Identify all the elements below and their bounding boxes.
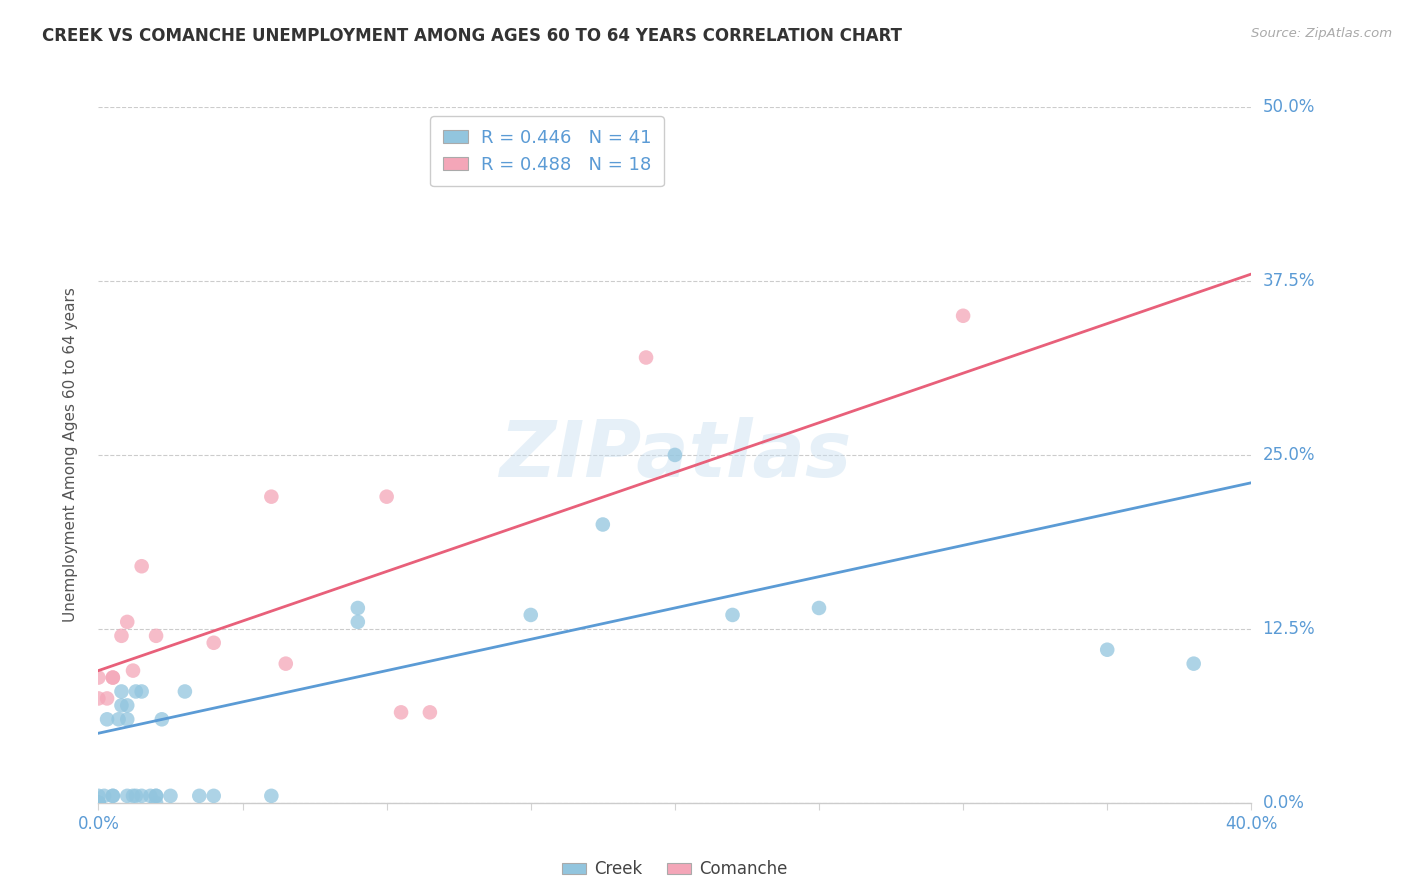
Text: CREEK VS COMANCHE UNEMPLOYMENT AMONG AGES 60 TO 64 YEARS CORRELATION CHART: CREEK VS COMANCHE UNEMPLOYMENT AMONG AGE… bbox=[42, 27, 903, 45]
Point bbox=[721, 607, 744, 622]
Point bbox=[346, 615, 368, 629]
Point bbox=[96, 691, 118, 706]
Point bbox=[145, 789, 167, 803]
Point bbox=[87, 671, 110, 685]
Point bbox=[419, 706, 441, 720]
Point bbox=[346, 601, 368, 615]
Point bbox=[87, 796, 110, 810]
Point bbox=[174, 684, 197, 698]
Point bbox=[1182, 657, 1205, 671]
Point bbox=[101, 789, 124, 803]
Point bbox=[110, 698, 132, 713]
Point bbox=[110, 684, 132, 698]
Point bbox=[260, 490, 283, 504]
Point bbox=[96, 712, 118, 726]
Point bbox=[131, 684, 153, 698]
Point bbox=[139, 789, 162, 803]
Point bbox=[107, 712, 129, 726]
Text: 0.0%: 0.0% bbox=[1263, 794, 1305, 812]
Point bbox=[202, 789, 225, 803]
Text: 25.0%: 25.0% bbox=[1263, 446, 1315, 464]
Point bbox=[520, 607, 543, 622]
Point bbox=[117, 615, 138, 629]
Point bbox=[1097, 642, 1119, 657]
Text: ZIPatlas: ZIPatlas bbox=[499, 417, 851, 493]
Point bbox=[117, 789, 138, 803]
Text: Source: ZipAtlas.com: Source: ZipAtlas.com bbox=[1251, 27, 1392, 40]
Point bbox=[87, 796, 110, 810]
Point bbox=[93, 789, 115, 803]
Point bbox=[375, 490, 398, 504]
Point bbox=[131, 559, 153, 574]
Point bbox=[389, 706, 412, 720]
Point bbox=[145, 796, 167, 810]
Text: 50.0%: 50.0% bbox=[1263, 98, 1315, 116]
Point bbox=[87, 796, 110, 810]
Point bbox=[636, 351, 658, 365]
Point bbox=[150, 712, 173, 726]
Point bbox=[202, 636, 225, 650]
Point bbox=[101, 671, 124, 685]
Point bbox=[101, 671, 124, 685]
Point bbox=[260, 789, 283, 803]
Point bbox=[145, 789, 167, 803]
Legend: Creek, Comanche: Creek, Comanche bbox=[555, 854, 794, 885]
Point bbox=[807, 601, 830, 615]
Point bbox=[117, 712, 138, 726]
Point bbox=[664, 448, 686, 462]
Point bbox=[87, 789, 110, 803]
Text: 12.5%: 12.5% bbox=[1263, 620, 1315, 638]
Point bbox=[125, 684, 148, 698]
Point bbox=[125, 789, 148, 803]
Y-axis label: Unemployment Among Ages 60 to 64 years: Unemployment Among Ages 60 to 64 years bbox=[63, 287, 77, 623]
Point bbox=[101, 789, 124, 803]
Point bbox=[274, 657, 297, 671]
Point bbox=[592, 517, 614, 532]
Point bbox=[952, 309, 974, 323]
Point bbox=[131, 789, 153, 803]
Text: 37.5%: 37.5% bbox=[1263, 272, 1315, 290]
Point bbox=[122, 789, 145, 803]
Point bbox=[87, 796, 110, 810]
Point bbox=[87, 691, 110, 706]
Point bbox=[188, 789, 211, 803]
Point bbox=[117, 698, 138, 713]
Point bbox=[159, 789, 181, 803]
Point bbox=[110, 629, 132, 643]
Point bbox=[145, 629, 167, 643]
Point bbox=[87, 796, 110, 810]
Point bbox=[122, 664, 145, 678]
Point bbox=[87, 796, 110, 810]
